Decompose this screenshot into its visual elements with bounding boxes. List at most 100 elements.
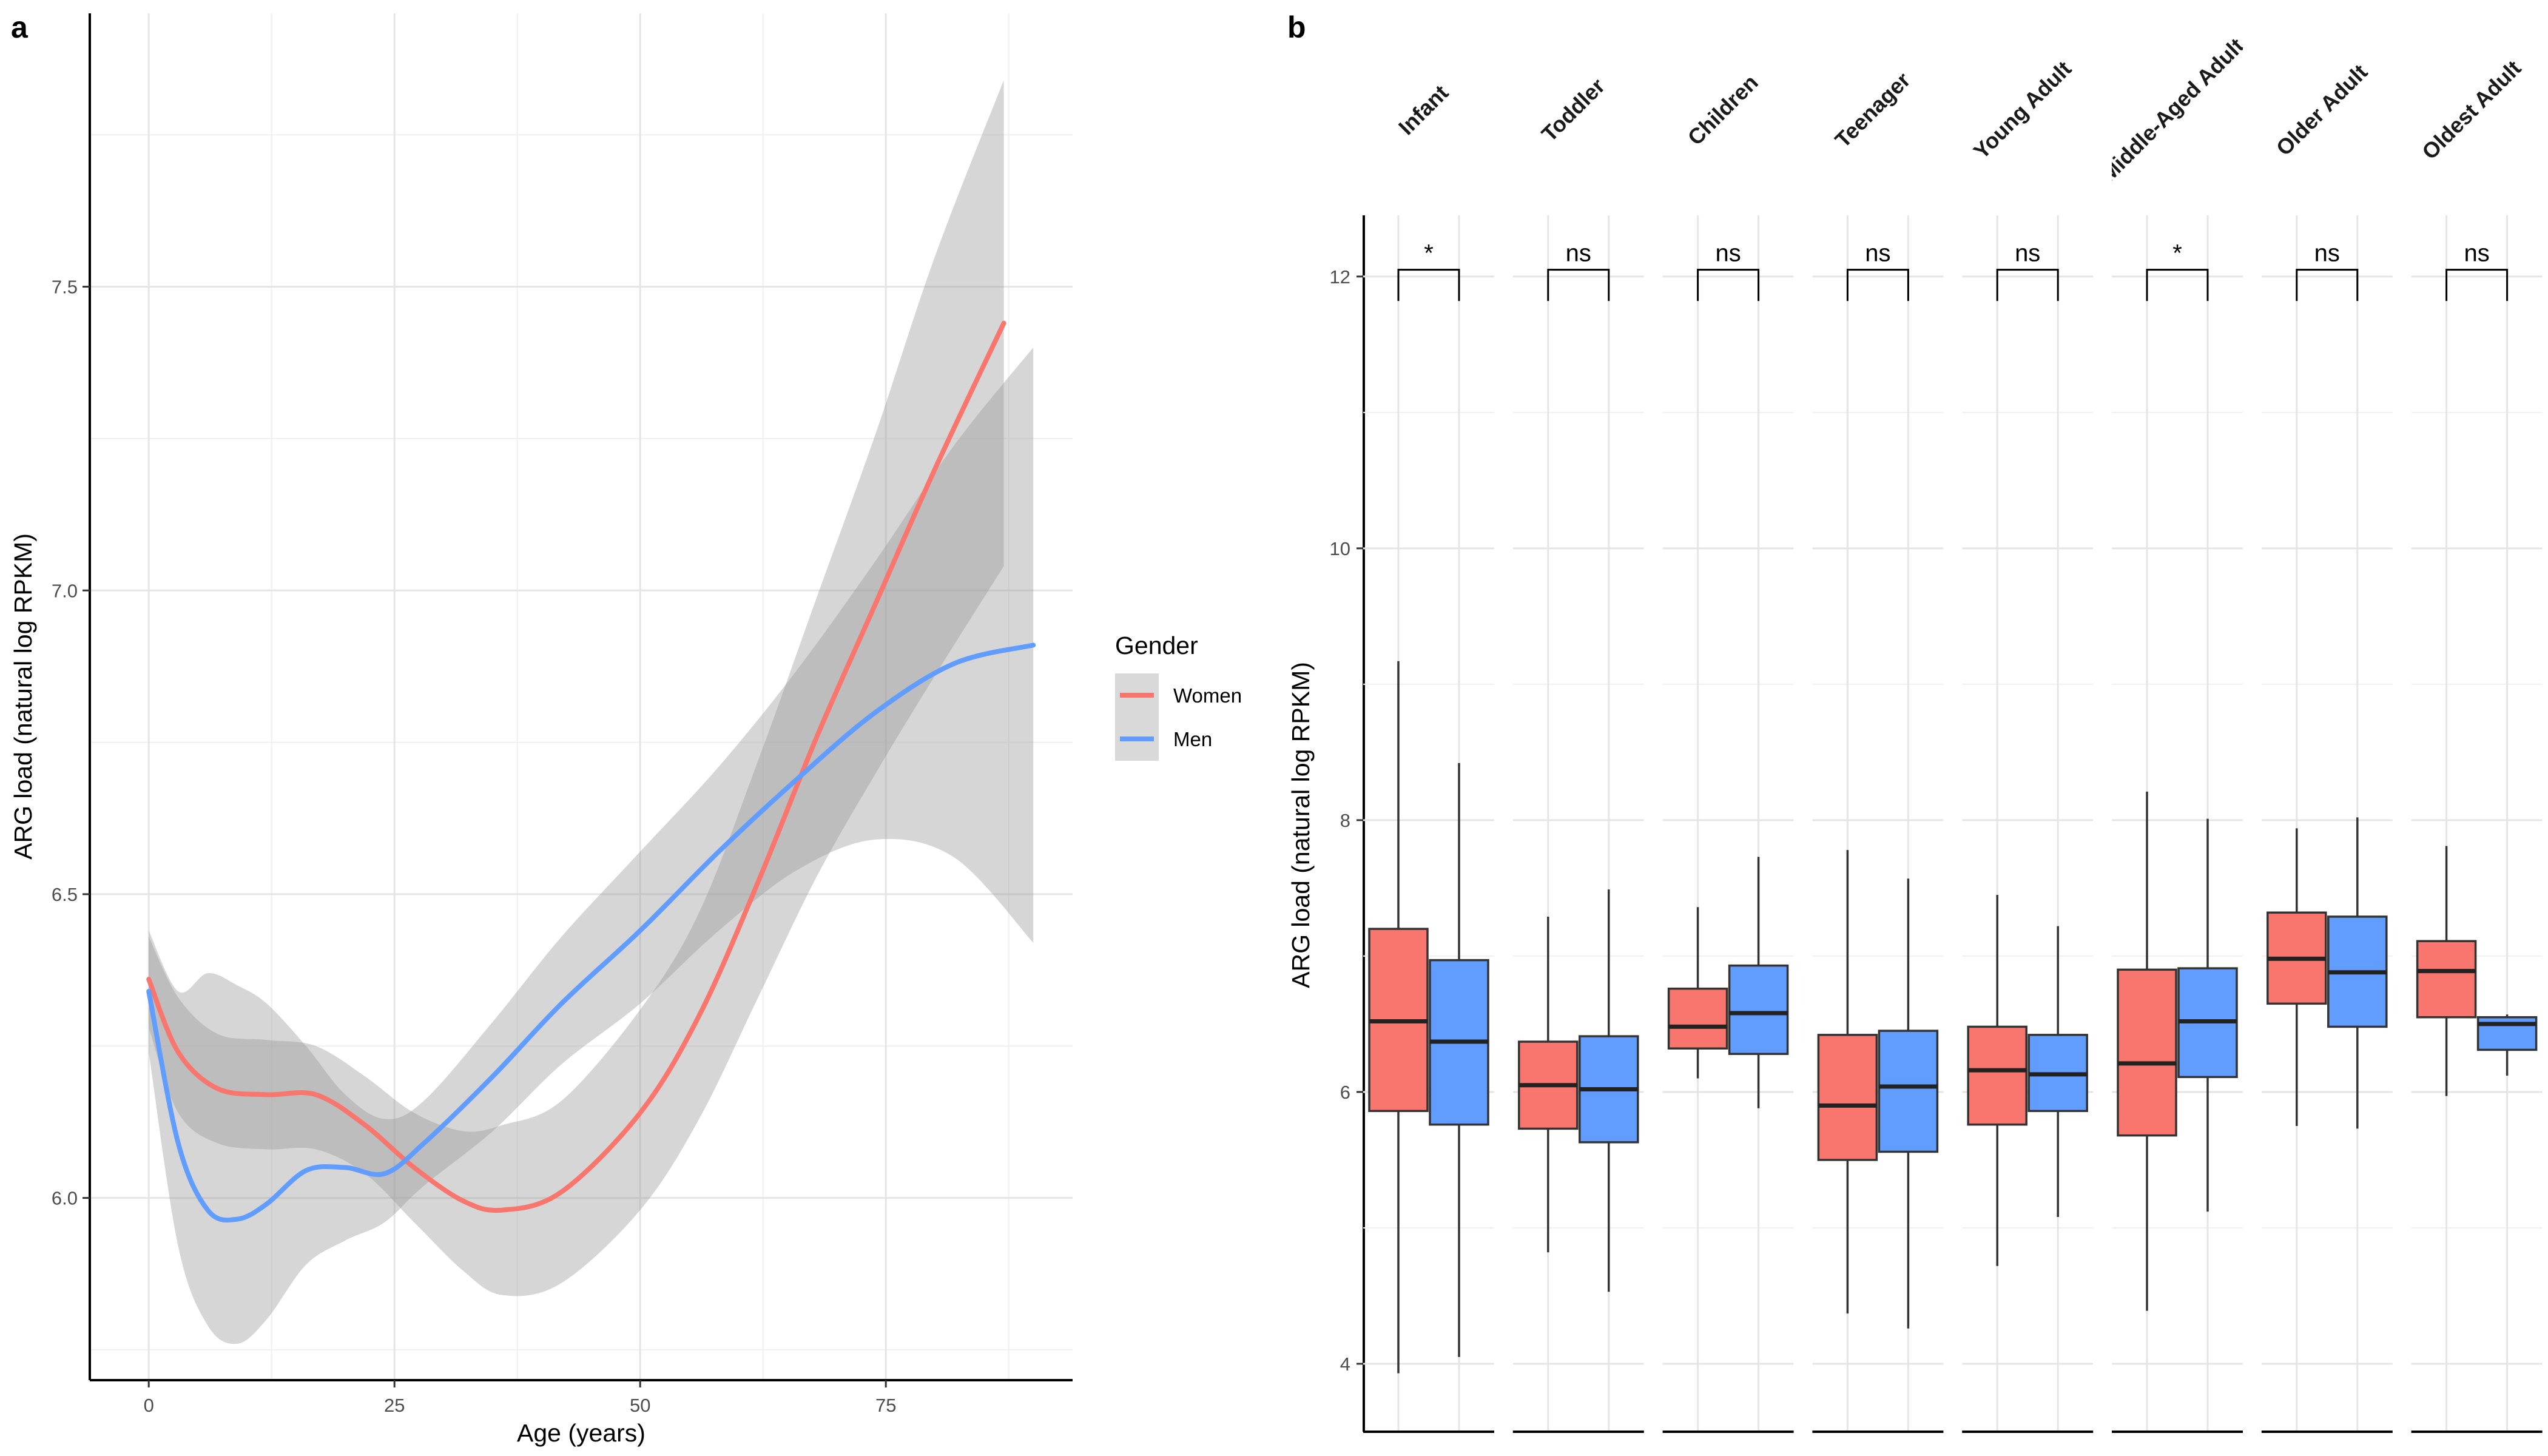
facet-strip: Children — [1683, 70, 1763, 150]
facet-label: Infant — [1394, 80, 1453, 140]
facet-label: Teenager — [1830, 67, 1915, 152]
significance-bracket: ns — [1547, 240, 1610, 302]
panel-a-tick-labels: 0 25 50 75 6.0 6.5 7.0 7.5 — [52, 277, 897, 1416]
x-tick-label: 75 — [875, 1395, 896, 1416]
box-iqr — [1878, 1030, 1939, 1153]
facet-panel: ns — [1662, 215, 1794, 1432]
bracket-line — [1697, 269, 1760, 302]
facet-strip: Toddler — [1537, 73, 1609, 146]
facet-young-adult: ns Young Adult — [1962, 56, 2094, 1433]
panel-a-line-chart: a 0 25 50 75 6.0 6.5 7.0 7.5 Age (years) ARG lo… — [9, 10, 1242, 1447]
significance-label: ns — [1715, 240, 1741, 267]
box-iqr — [2117, 968, 2177, 1137]
significance-label: ns — [2464, 240, 2489, 267]
facet-strip: Middle-Aged Adult — [2095, 33, 2249, 187]
legend-label-women: Women — [1173, 684, 1242, 707]
box-women — [2267, 828, 2327, 1126]
x-axis-title: Age (years) — [517, 1419, 645, 1447]
bracket-line — [1547, 269, 1610, 302]
bracket-line — [1846, 269, 1909, 302]
facet-panel: ns — [1962, 215, 2094, 1432]
significance-label: ns — [1566, 240, 1591, 267]
box-men — [1728, 857, 1789, 1108]
significance-bracket: ns — [1996, 240, 2059, 302]
panel-b-y-tick-label: 10 — [1330, 538, 1350, 559]
facet-strip: Young Adult — [1969, 56, 2076, 163]
y-axis-title: ARG load (natural log RPKM) — [9, 533, 37, 860]
facet-label: Children — [1683, 70, 1763, 150]
facet-label: Middle-Aged Adult — [2095, 33, 2249, 187]
box-iqr — [1817, 1034, 1878, 1161]
box-iqr — [1728, 964, 1789, 1055]
facet-toddler: ns Toddler — [1512, 73, 1644, 1433]
panel-a-gridlines — [90, 13, 1073, 1380]
y-tick-label: 7.0 — [52, 580, 78, 601]
panel-a-smooth-lines — [146, 320, 1036, 1223]
significance-label: * — [1424, 240, 1434, 267]
bracket-line — [1996, 269, 2059, 302]
significance-bracket: * — [1397, 240, 1460, 302]
panel-letter-b: b — [1287, 10, 1306, 44]
box-women — [1368, 661, 1429, 1373]
legend-title: Gender — [1115, 632, 1198, 659]
panel-b-y-tick-label: 6 — [1340, 1082, 1350, 1103]
significance-bracket: * — [2146, 240, 2209, 302]
facet-panel: ns — [2261, 215, 2393, 1432]
ci-ribbon-men — [149, 347, 1034, 1344]
facet-label: Toddler — [1537, 73, 1609, 146]
box-men — [2476, 1014, 2538, 1076]
significance-label: ns — [2314, 240, 2340, 267]
facet-strip: Infant — [1394, 80, 1453, 140]
legend: Gender Women Men — [1115, 632, 1242, 761]
significance-label: ns — [1865, 240, 1890, 267]
panel-b-y-tick-label: 4 — [1340, 1353, 1350, 1375]
box-men — [1579, 889, 1639, 1292]
panel-b-box-chart: b ARG load (natural log RPKM) 4 6 8 10 12 * I… — [1287, 10, 2543, 1433]
box-women — [1967, 895, 2027, 1266]
facet-middle-aged-adult: * Middle-Aged Adult — [2095, 33, 2249, 1433]
facet-teenager: ns Teenager — [1812, 67, 1944, 1433]
box-men — [2027, 926, 2088, 1218]
box-iqr — [2416, 940, 2477, 1019]
box-men — [1878, 878, 1939, 1329]
box-women — [2416, 846, 2477, 1096]
facet-strip: Teenager — [1830, 67, 1915, 152]
box-women — [1667, 907, 1728, 1079]
facet-older-adult: ns Older Adult — [2261, 59, 2393, 1433]
x-tick-label: 25 — [384, 1395, 405, 1416]
significance-bracket: ns — [1697, 240, 1760, 302]
facet-infant: * Infant — [1363, 80, 1494, 1433]
box-iqr — [1667, 987, 1728, 1050]
trend-line-men — [146, 642, 1036, 1223]
facet-panel: * — [2112, 215, 2243, 1432]
x-tick-label: 50 — [630, 1395, 650, 1416]
facet-strip: Oldest Adult — [2417, 55, 2526, 164]
facet-oldest-adult: ns Oldest Adult — [2411, 55, 2543, 1433]
trend-line-women — [146, 320, 1006, 1213]
panel-a-confidence-ribbons — [149, 80, 1034, 1344]
box-women — [2117, 791, 2177, 1311]
y-tick-label: 6.5 — [52, 884, 78, 905]
panel-b-y-axis-title: ARG load (natural log RPKM) — [1287, 662, 1315, 988]
y-tick-label: 6.0 — [52, 1188, 78, 1209]
box-men — [2177, 818, 2238, 1212]
x-tick-label: 0 — [144, 1395, 154, 1416]
panel-letter-a: a — [11, 10, 29, 44]
significance-bracket: ns — [2296, 240, 2359, 302]
significance-bracket: ns — [2445, 240, 2509, 302]
significance-bracket: ns — [1846, 240, 1909, 302]
facet-panel: ns — [2411, 215, 2543, 1432]
ci-ribbon-women — [149, 80, 1004, 1296]
facet-strip: Older Adult — [2271, 59, 2373, 161]
y-tick-label: 7.5 — [52, 277, 78, 298]
facet-label: Older Adult — [2271, 59, 2373, 161]
legend-label-men: Men — [1173, 728, 1212, 750]
box-iqr — [1967, 1025, 2027, 1126]
bracket-line — [2146, 269, 2209, 302]
bracket-line — [1397, 269, 1460, 302]
bracket-line — [2296, 269, 2359, 302]
panel-b-y-tick-label: 8 — [1340, 810, 1350, 831]
panel-b-y-tick-label: 12 — [1330, 266, 1350, 288]
facet-label: Young Adult — [1969, 56, 2076, 163]
